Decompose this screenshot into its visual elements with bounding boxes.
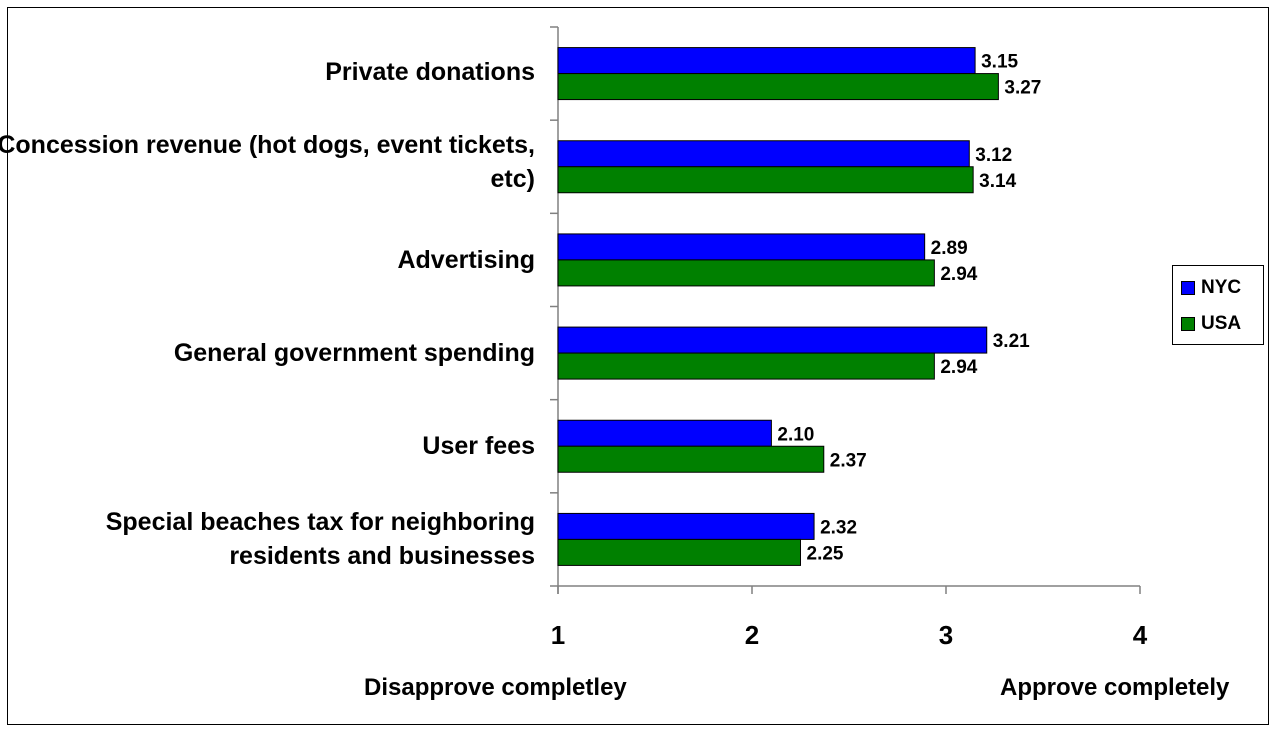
bar-usa-advertising <box>557 259 935 287</box>
x-tick-label-4: 4 <box>1133 620 1148 650</box>
legend-swatch-nyc <box>1181 281 1195 295</box>
bar-usa-user-fees <box>557 445 825 473</box>
value-label-nyc-2: 2.89 <box>931 238 968 259</box>
legend-label-usa: USA <box>1201 313 1242 334</box>
category-label-general-government-spending: General government spending <box>173 339 535 367</box>
bar-usa-general-government-spending <box>557 352 935 380</box>
legend: NYC USA <box>1172 265 1264 345</box>
legend-label-nyc: NYC <box>1201 277 1242 298</box>
value-label-nyc-3: 3.21 <box>993 331 1030 352</box>
legend-swatch-usa <box>1181 317 1195 331</box>
bar-nyc-concession-revenue-hot-dogs-ev <box>557 140 970 168</box>
bar-usa-concession-revenue-hot-dogs-ev <box>557 166 974 194</box>
value-label-nyc-5: 2.32 <box>820 517 857 538</box>
legend-item-usa: USA <box>1181 312 1241 336</box>
bar-usa-private-donations <box>557 73 999 101</box>
value-label-nyc-4: 2.10 <box>777 424 814 445</box>
value-label-usa-0: 3.27 <box>1004 78 1041 99</box>
x-annotation-right: Approve completely <box>1000 674 1230 701</box>
x-tick-label-2: 2 <box>745 620 759 650</box>
value-label-usa-4: 2.37 <box>830 450 867 471</box>
value-label-usa-2: 2.94 <box>940 264 977 285</box>
category-label-private-donations: Private donations <box>325 58 535 86</box>
value-label-nyc-0: 3.15 <box>981 52 1018 73</box>
category-label-special-beaches-tax: Special beaches tax for neighboring resi… <box>105 508 535 570</box>
value-label-usa-1: 3.14 <box>979 171 1016 192</box>
legend-item-nyc: NYC <box>1181 276 1241 300</box>
category-label-concession-revenue: Concession revenue (hot dogs, event tick… <box>0 131 535 193</box>
value-label-nyc-1: 3.12 <box>975 145 1012 166</box>
x-annotation-left: Disapprove completley <box>364 674 627 701</box>
x-tick-label-1: 1 <box>551 620 565 650</box>
value-label-usa-3: 2.94 <box>940 357 977 378</box>
bar-usa-special-beaches-tax-for-neighb <box>557 538 801 566</box>
bar-nyc-advertising <box>557 233 926 261</box>
bar-nyc-user-fees <box>557 419 772 447</box>
value-label-usa-5: 2.25 <box>807 543 844 564</box>
bar-nyc-private-donations <box>557 47 976 75</box>
category-label-user-fees: User fees <box>422 432 535 460</box>
bar-nyc-general-government-spending <box>557 326 988 354</box>
x-tick-label-3: 3 <box>939 620 953 650</box>
bar-nyc-special-beaches-tax-for-neighb <box>557 512 815 540</box>
category-label-advertising: Advertising <box>397 246 535 274</box>
